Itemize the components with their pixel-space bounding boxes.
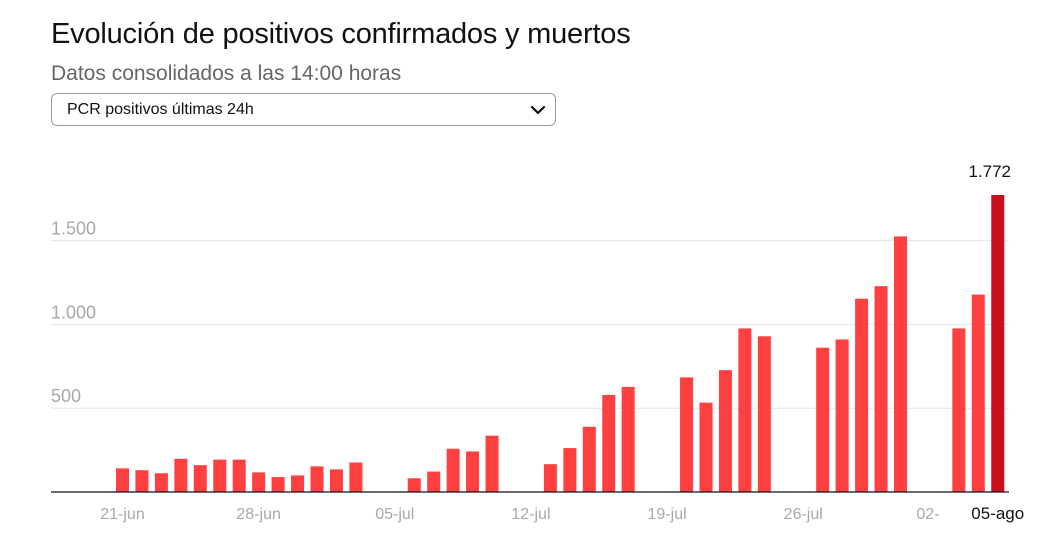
bar	[310, 466, 324, 492]
y-tick-label: 500	[51, 386, 81, 406]
y-tick-label: 1.000	[51, 302, 96, 322]
metric-select[interactable]: PCR positivos últimas 24h	[51, 93, 556, 126]
bar	[816, 347, 830, 492]
bar	[485, 435, 499, 492]
bar	[291, 475, 305, 492]
bar	[466, 451, 480, 492]
bar	[602, 394, 616, 492]
x-tick-label: 05-jul	[375, 506, 414, 523]
bar	[952, 328, 966, 492]
bar	[874, 286, 888, 492]
y-tick-label: 1.500	[51, 219, 96, 239]
bar	[757, 336, 771, 492]
bar	[271, 477, 285, 492]
bar	[116, 468, 129, 492]
x-tick-label: 05-ago	[971, 504, 1024, 523]
bar	[621, 386, 635, 492]
bar	[446, 448, 460, 492]
bar	[543, 464, 557, 492]
bar	[582, 426, 596, 492]
bar	[232, 459, 246, 492]
x-tick-label: 02-	[916, 506, 939, 523]
x-tick-label: 28-jun	[236, 506, 280, 523]
bar	[971, 294, 985, 492]
x-tick-label: 19-jul	[648, 506, 687, 523]
x-tick-label: 26-jul	[784, 506, 823, 523]
bar	[349, 462, 363, 492]
bar	[252, 472, 266, 492]
bar	[855, 298, 869, 492]
bar	[835, 339, 849, 492]
bar	[135, 470, 149, 492]
bar	[154, 473, 168, 492]
bar	[718, 370, 732, 492]
bar	[329, 469, 343, 492]
x-tick-label: 21-jun	[100, 506, 144, 523]
bar	[699, 402, 713, 492]
data-label: 1.772	[968, 162, 1011, 181]
bar	[407, 478, 421, 492]
chevron-down-icon	[530, 105, 546, 115]
bar	[174, 458, 188, 492]
metric-select-value: PCR positivos últimas 24h	[67, 101, 254, 118]
bar	[563, 448, 577, 492]
bar	[193, 465, 207, 492]
bar	[680, 377, 694, 492]
x-tick-label: 12-jul	[511, 506, 550, 523]
chart-title: Evolución de positivos confirmados y mue…	[51, 18, 631, 50]
bar	[213, 459, 227, 492]
bar	[991, 195, 1005, 492]
bar	[894, 236, 907, 492]
chart-subtitle: Datos consolidados a las 14:00 horas	[51, 62, 402, 85]
bar	[427, 471, 441, 492]
bar	[738, 328, 752, 492]
